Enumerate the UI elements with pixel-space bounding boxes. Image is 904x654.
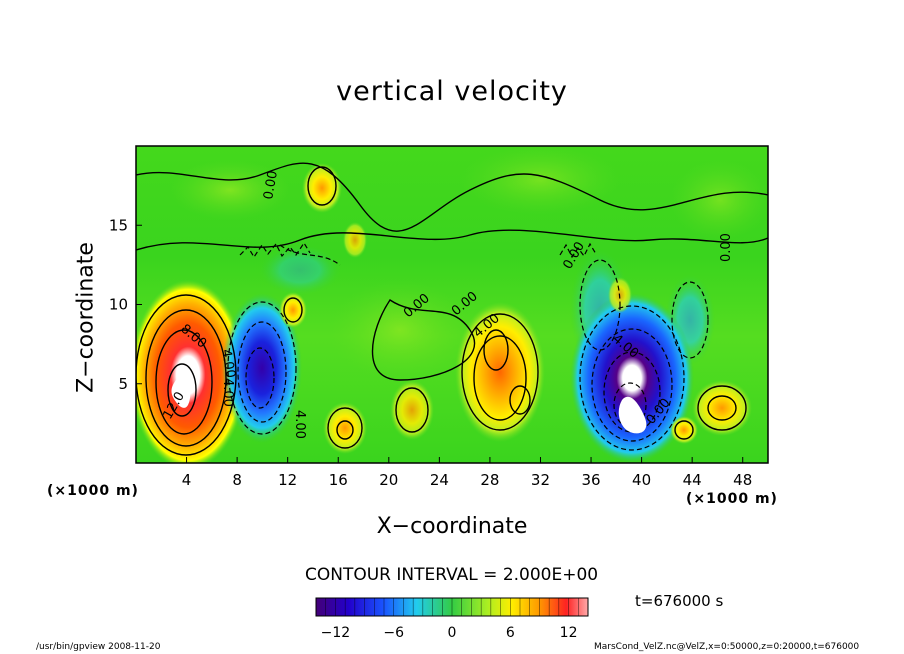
contour-label: 0.00 xyxy=(261,170,281,201)
x-tick-label: 24 xyxy=(430,471,449,489)
colorbar-tick-label: 0 xyxy=(448,625,457,641)
contour-interval-label: CONTOUR INTERVAL = 2.000E+00 xyxy=(305,565,599,585)
colorbar-tick-label: 12 xyxy=(560,625,578,641)
heatmap-field xyxy=(136,146,768,463)
colorbar-tick-label: −12 xyxy=(321,625,351,641)
colorbar-tick-label: 6 xyxy=(506,625,515,641)
x-unit-label-right: (×1000 m) xyxy=(686,491,778,507)
contour-label: 4.00 xyxy=(220,378,235,407)
x-tick-label: 48 xyxy=(733,471,752,489)
time-label: t=676000 s xyxy=(635,592,724,610)
x-tick-label: 16 xyxy=(329,471,348,489)
x-tick-label: 28 xyxy=(480,471,499,489)
x-unit-label-left: (×1000 m) xyxy=(47,483,139,499)
x-tick-label: 32 xyxy=(531,471,550,489)
x-tick-label: 8 xyxy=(232,471,242,489)
x-tick-label: 12 xyxy=(278,471,297,489)
footer-right: MarsCond_VelZ.nc@VelZ,x=0:50000,z=0:2000… xyxy=(594,642,860,652)
colorbar-ticks: −12 −6 0 6 12 xyxy=(321,625,578,641)
colorbar-dividers xyxy=(325,598,579,616)
contour-label: 4.00 xyxy=(218,348,238,379)
x-tick-label: 44 xyxy=(683,471,702,489)
y-tick-label: 5 xyxy=(118,375,128,393)
chart-title: vertical velocity xyxy=(336,76,568,107)
contour-label: 4.00 xyxy=(292,410,307,439)
x-tick-label: 4 xyxy=(182,471,192,489)
y-axis: 5 10 15 xyxy=(109,216,142,393)
x-tick-label: 20 xyxy=(379,471,398,489)
x-axis: 4 8 12 16 20 24 28 32 36 40 44 48 xyxy=(182,457,752,489)
x-axis-label: X−coordinate xyxy=(376,514,528,539)
y-tick-label: 10 xyxy=(109,296,128,314)
x-tick-label: 40 xyxy=(632,471,651,489)
colorbar-tick-label: −6 xyxy=(383,625,404,641)
contour-label: 0.00 xyxy=(719,233,734,262)
y-axis-label: Z−coordinate xyxy=(73,242,99,393)
x-tick-label: 36 xyxy=(581,471,600,489)
y-tick-label: 15 xyxy=(109,216,128,234)
footer-left: /usr/bin/gpview 2008-11-20 xyxy=(36,642,161,652)
